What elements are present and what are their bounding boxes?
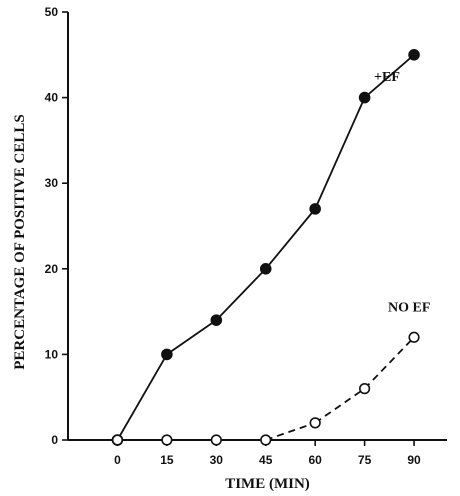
plus-ef-point bbox=[358, 91, 371, 104]
y-tick-label: 40 bbox=[45, 91, 59, 105]
no-ef-point bbox=[161, 434, 173, 446]
plus-ef-point bbox=[210, 314, 223, 326]
x-tick-label: 30 bbox=[210, 453, 224, 467]
x-tick-label: 45 bbox=[259, 453, 273, 467]
y-tick-label: 30 bbox=[45, 176, 59, 190]
x-tick-label: 15 bbox=[160, 453, 174, 467]
plus-ef-line-segment bbox=[166, 319, 217, 356]
plus-ef-line-segment bbox=[314, 97, 366, 210]
y-tick-label: 50 bbox=[45, 5, 59, 19]
x-axis-title: TIME (MIN) bbox=[225, 476, 310, 492]
plus-ef-series-label: +EF bbox=[374, 70, 400, 85]
no-ef-point bbox=[309, 417, 321, 429]
plus-ef-point bbox=[309, 203, 321, 215]
no-ef-point bbox=[210, 434, 222, 446]
y-axis-title: PERCENTAGE OF POSITIVE CELLS bbox=[12, 114, 28, 369]
y-tick-label: 0 bbox=[51, 433, 58, 447]
plus-ef-point bbox=[161, 348, 173, 361]
no-ef-point bbox=[260, 434, 272, 446]
no-ef-point bbox=[359, 383, 371, 395]
plus-ef-point bbox=[259, 262, 272, 275]
no-ef-point bbox=[111, 434, 124, 446]
plus-ef-line-segment bbox=[215, 268, 267, 321]
x-tick-label: 75 bbox=[358, 453, 372, 467]
no-ef-line-segment bbox=[363, 336, 415, 390]
y-tick-label: 10 bbox=[45, 347, 59, 361]
plus-ef-line-segment bbox=[364, 54, 415, 99]
x-tick-label: 60 bbox=[308, 453, 322, 467]
no-ef-line-segment bbox=[265, 422, 316, 441]
x-tick-label: 90 bbox=[407, 453, 421, 467]
no-ef-point bbox=[408, 331, 420, 343]
plus-ef-line-segment bbox=[116, 353, 168, 441]
x-tick-label: 0 bbox=[114, 453, 121, 467]
no-ef-line-segment bbox=[314, 387, 366, 424]
no-ef-series-label: NO EF bbox=[388, 300, 430, 315]
plus-ef-line-segment bbox=[265, 208, 316, 270]
y-tick-label: 20 bbox=[45, 262, 59, 276]
series-group: +EF NO EF bbox=[111, 48, 430, 446]
plus-ef-point bbox=[408, 48, 420, 61]
ticks: 0 10 20 30 40 50 0 15 30 45 60 75 90 bbox=[45, 5, 421, 467]
